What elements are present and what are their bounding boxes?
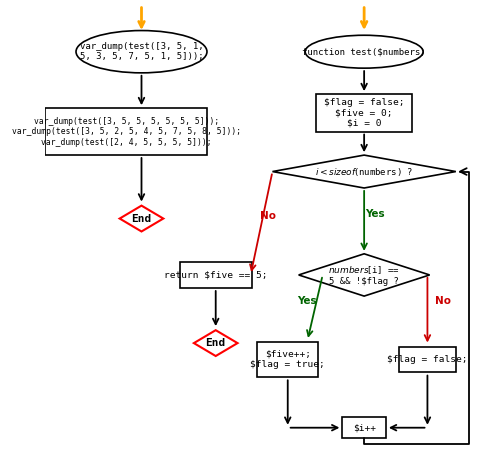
Text: Yes: Yes [297, 296, 317, 306]
FancyBboxPatch shape [316, 94, 412, 132]
Ellipse shape [305, 35, 423, 68]
Text: End: End [206, 338, 226, 348]
Text: $numbers[$i] ==
5 && !$flag ?: $numbers[$i] == 5 && !$flag ? [328, 264, 400, 286]
Text: $i++: $i++ [353, 423, 375, 432]
Text: $five++;
$flag = true;: $five++; $flag = true; [250, 350, 325, 369]
Text: $flag = false;
$five = 0;
$i = 0: $flag = false; $five = 0; $i = 0 [324, 98, 404, 128]
FancyBboxPatch shape [399, 347, 456, 372]
Text: Yes: Yes [365, 209, 385, 219]
Text: $i < sizeof($numbers) ?: $i < sizeof($numbers) ? [315, 165, 414, 178]
FancyBboxPatch shape [257, 342, 318, 377]
FancyArrowPatch shape [364, 168, 469, 444]
Text: End: End [132, 213, 152, 224]
Polygon shape [272, 155, 456, 188]
Polygon shape [120, 206, 163, 231]
Polygon shape [299, 254, 429, 296]
Text: function test($numbers): function test($numbers) [302, 47, 426, 56]
Ellipse shape [76, 31, 207, 73]
Polygon shape [194, 330, 238, 356]
FancyBboxPatch shape [45, 108, 207, 155]
FancyBboxPatch shape [180, 262, 252, 288]
Text: var_dump(test([3, 5, 1,
5, 3, 5, 7, 5, 1, 5]));: var_dump(test([3, 5, 1, 5, 3, 5, 7, 5, 1… [80, 42, 203, 62]
Text: No: No [435, 296, 451, 306]
Text: return $five == 5;: return $five == 5; [164, 270, 268, 280]
Text: var_dump(test([3, 5, 5, 5, 5, 5, 5]));
var_dump(test([3, 5, 2, 5, 4, 5, 7, 5, 8,: var_dump(test([3, 5, 5, 5, 5, 5, 5])); v… [12, 117, 241, 147]
Text: $flag = false;: $flag = false; [387, 355, 468, 364]
FancyBboxPatch shape [342, 417, 386, 438]
Text: No: No [260, 211, 276, 221]
